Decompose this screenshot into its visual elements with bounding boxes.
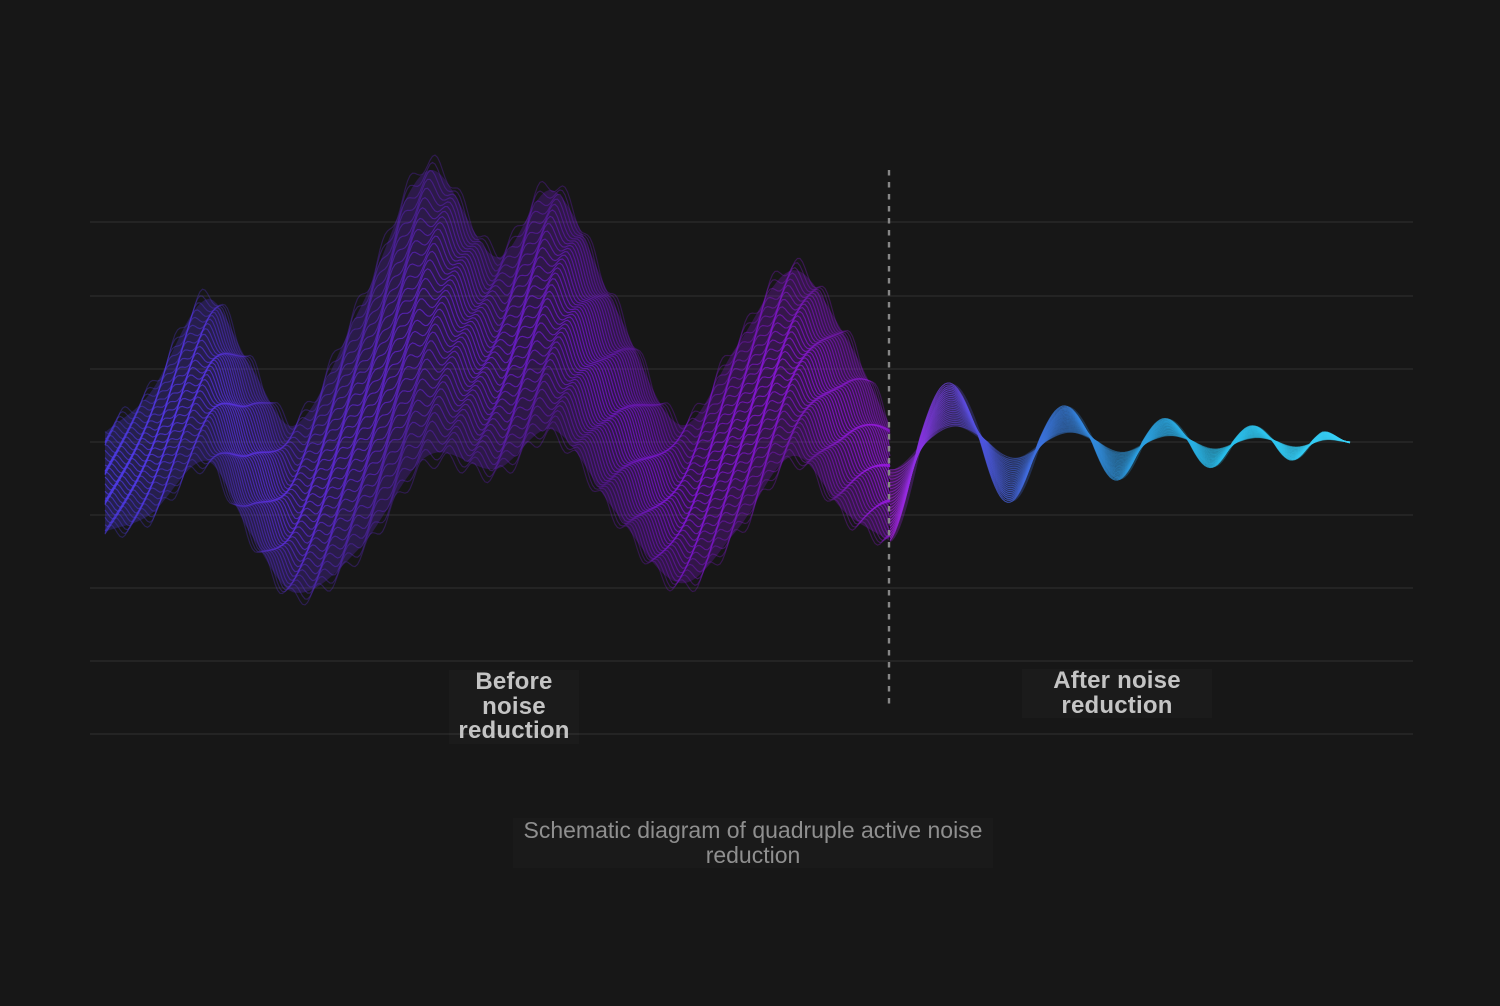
after-wave bbox=[889, 382, 1351, 543]
diagram-caption: Schematic diagram of quadruple active no… bbox=[523, 817, 983, 868]
before-label: Before noise reduction bbox=[458, 668, 570, 744]
after-label: After noise reduction bbox=[1053, 667, 1181, 719]
before-wave bbox=[104, 154, 891, 606]
